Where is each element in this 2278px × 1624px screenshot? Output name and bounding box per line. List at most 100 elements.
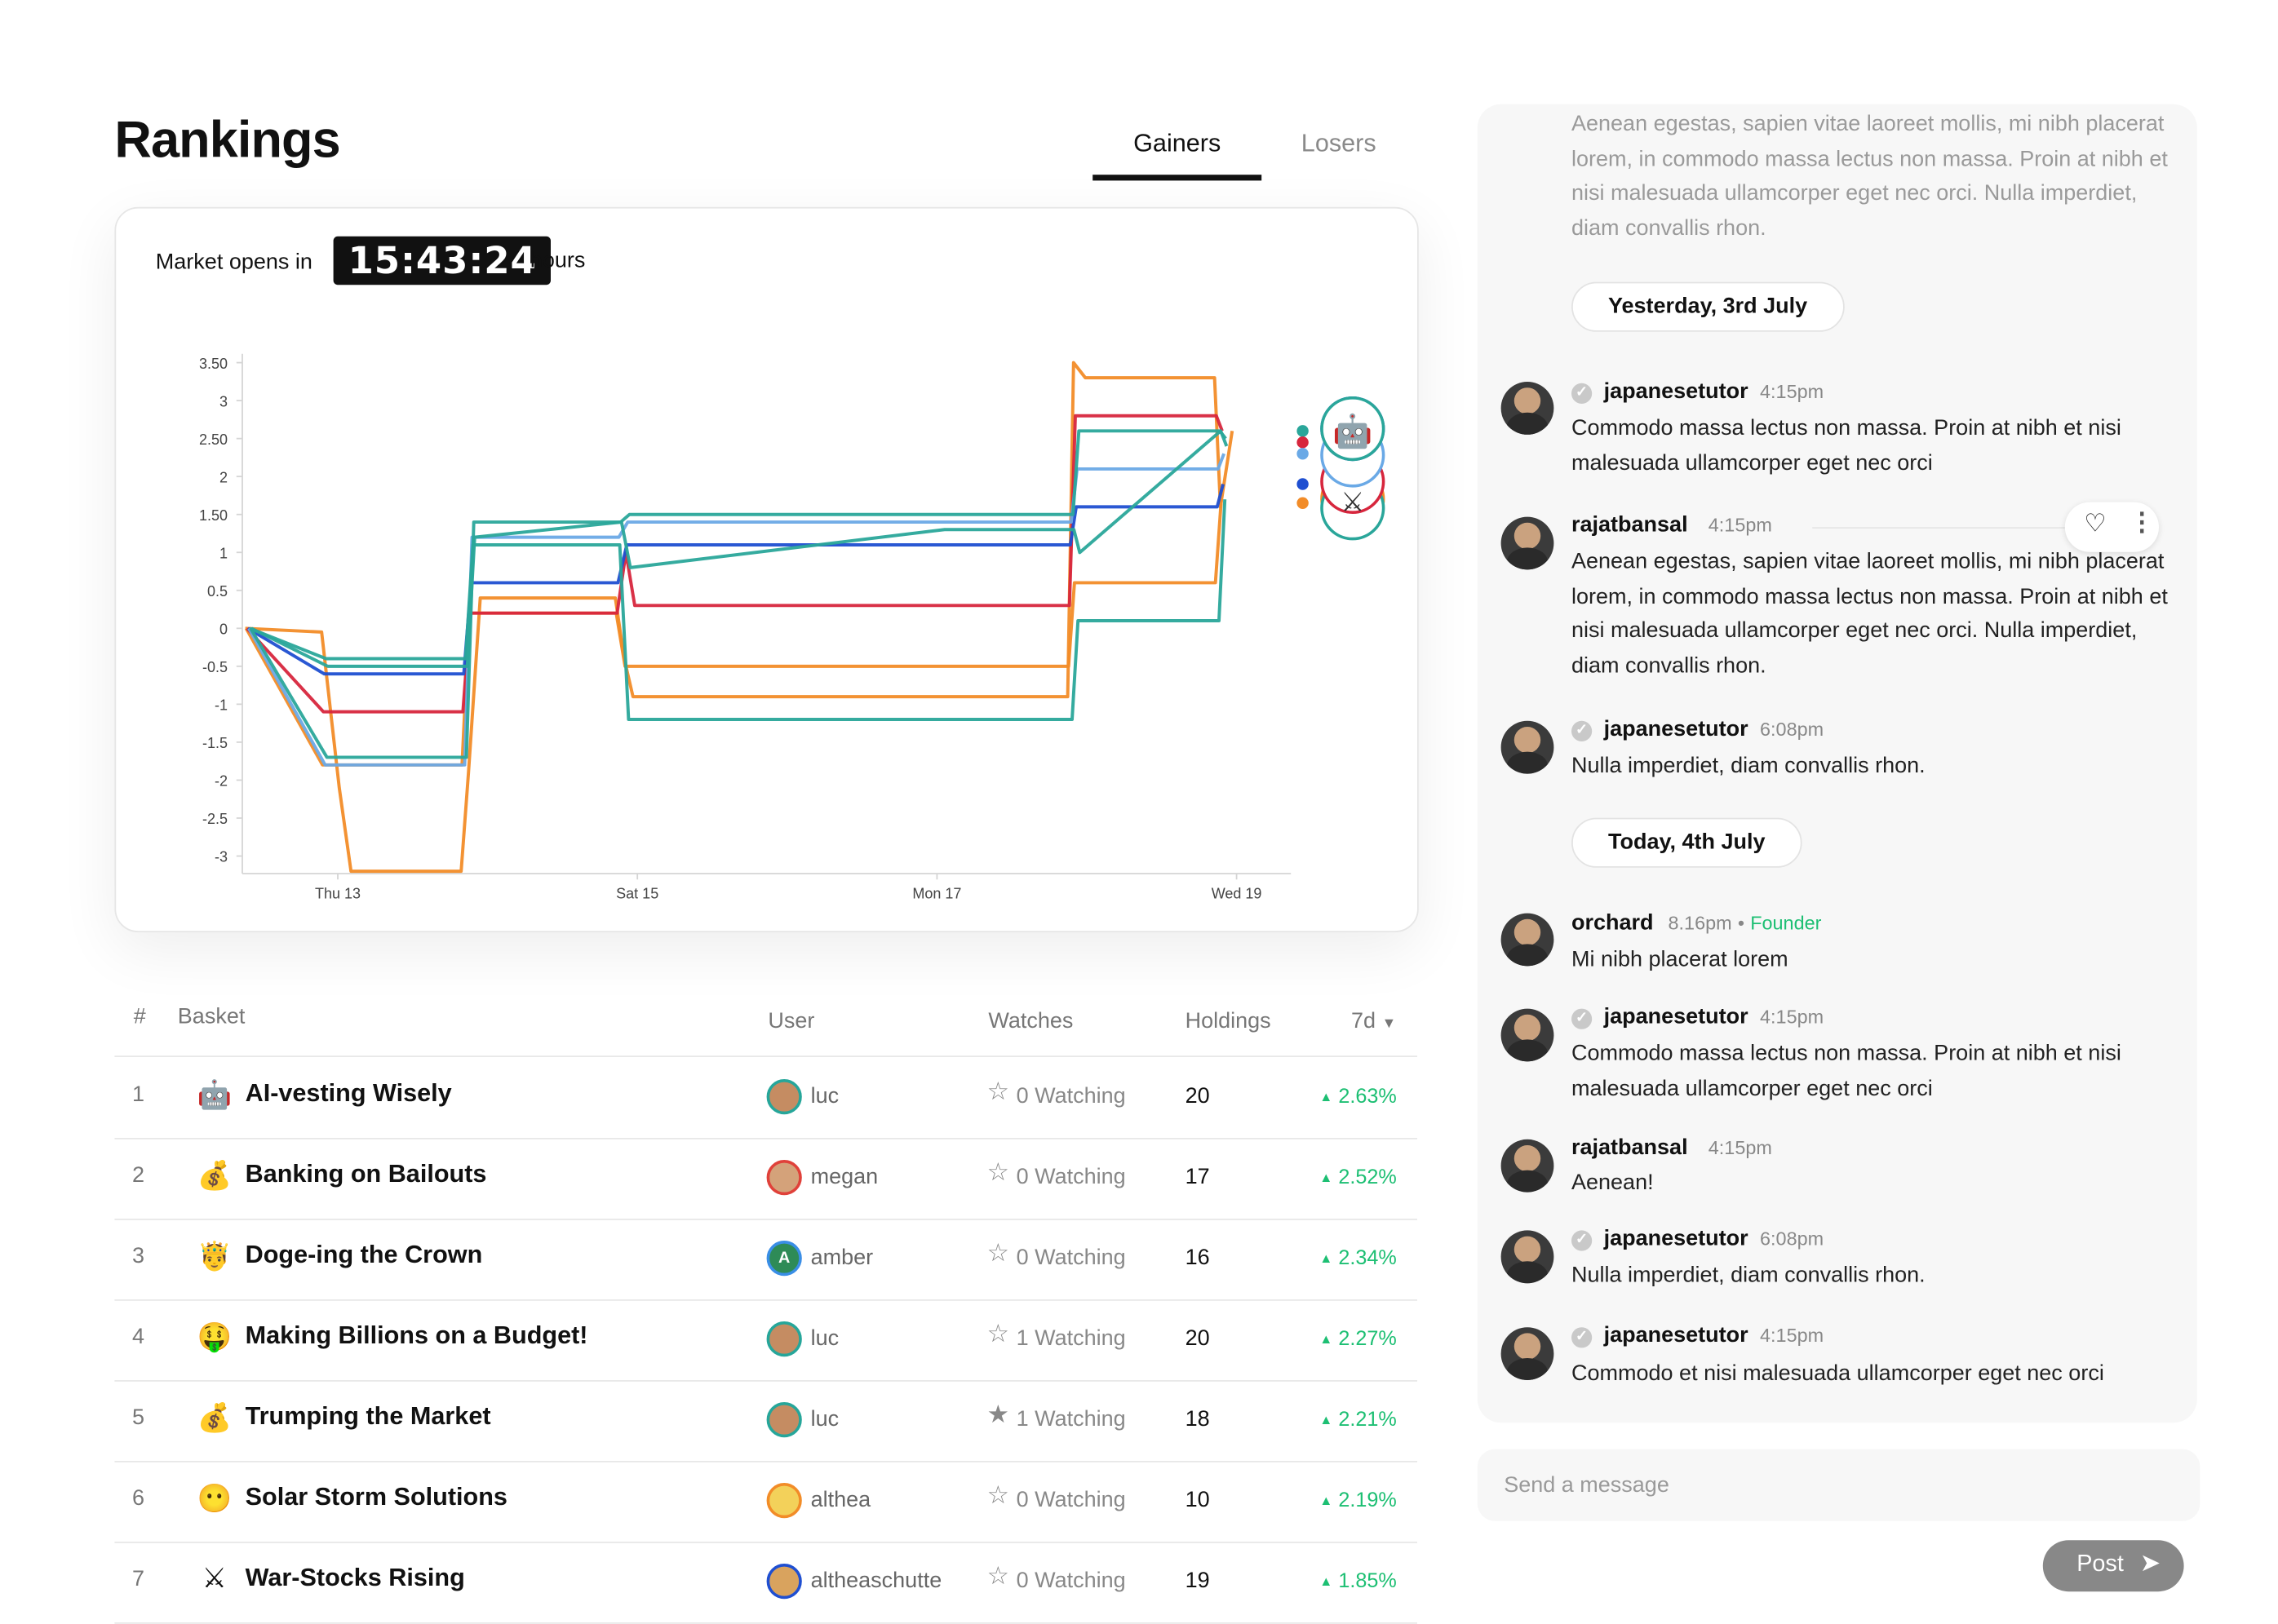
message-actions: ♡ ⋮ <box>2064 502 2159 552</box>
user-avatar[interactable] <box>766 1483 802 1519</box>
table-row[interactable]: 6 😶 Solar Storm Solutions althea ☆ 0 Watching… <box>114 1461 1417 1543</box>
message-composer <box>1477 1449 2200 1521</box>
username[interactable]: rajatbansal <box>1571 512 1688 538</box>
verified-icon: ✓ <box>1571 1008 1593 1029</box>
series-end-dot <box>1296 425 1309 437</box>
holdings-count: 17 <box>1185 1164 1210 1189</box>
star-outline-icon[interactable]: ☆ <box>986 1158 1010 1187</box>
avatar[interactable] <box>1500 913 1554 967</box>
user-avatar[interactable] <box>766 1564 802 1600</box>
star-outline-icon[interactable]: ☆ <box>986 1078 1010 1106</box>
user-avatar[interactable] <box>766 1321 802 1357</box>
star-outline-icon[interactable]: ☆ <box>986 1481 1010 1510</box>
username[interactable]: japanesetutor <box>1603 1004 1748 1029</box>
basket-name[interactable]: War-Stocks Rising <box>245 1564 465 1592</box>
user-name[interactable]: megan <box>810 1164 879 1189</box>
change-value: 1.85% <box>1338 1568 1397 1592</box>
username[interactable]: orchard <box>1571 910 1654 936</box>
user-avatar[interactable] <box>766 1079 802 1115</box>
user-name[interactable]: luc <box>810 1406 840 1432</box>
table-row[interactable]: 7 ⚔ War-Stocks Rising altheaschutte ☆ 0 Watch… <box>114 1542 1417 1624</box>
tab-losers[interactable]: Losers <box>1301 129 1376 157</box>
col-holdings-header[interactable]: Holdings <box>1185 1008 1271 1034</box>
avatar-letter <box>769 1567 799 1596</box>
basket-name[interactable]: Trumping the Market <box>245 1402 491 1431</box>
basket-emoji-icon: 💰 <box>197 1161 233 1193</box>
basket-emoji-icon: 💰 <box>197 1403 233 1435</box>
col-user-header[interactable]: User <box>768 1008 815 1034</box>
watch-count: 0 Watching <box>1016 1164 1126 1189</box>
user-avatar[interactable] <box>766 1402 802 1438</box>
avatar[interactable] <box>1500 720 1554 774</box>
watch-count: 0 Watching <box>1016 1083 1126 1108</box>
holdings-count: 16 <box>1185 1245 1210 1270</box>
table-row[interactable]: 4 🤑 Making Billions on a Budget! luc ☆ 1 Watc… <box>114 1299 1417 1382</box>
watch-count: 1 Watching <box>1016 1406 1126 1432</box>
user-avatar[interactable] <box>766 1160 802 1196</box>
y-tick-label: -3 <box>215 849 228 865</box>
holdings-count: 20 <box>1185 1083 1210 1108</box>
avatar[interactable] <box>1500 1327 1554 1380</box>
basket-name[interactable]: Banking on Bailouts <box>245 1160 487 1188</box>
verified-icon: ✓ <box>1571 383 1593 404</box>
username[interactable]: japanesetutor <box>1603 716 1748 741</box>
username[interactable]: japanesetutor <box>1603 378 1748 404</box>
basket-emoji-icon: 🤴 <box>197 1241 233 1273</box>
col-basket-header[interactable]: Basket <box>177 1004 246 1029</box>
post-label: Post <box>2076 1551 2124 1578</box>
user-name[interactable]: altheaschutte <box>810 1568 942 1593</box>
username[interactable]: rajatbansal <box>1571 1135 1688 1160</box>
change-percent: ▲ 1.85% <box>1319 1568 1397 1591</box>
verified-icon: ✓ <box>1571 1327 1593 1348</box>
basket-name[interactable]: Solar Storm Solutions <box>245 1483 507 1511</box>
market-opens-label: Market opens in <box>155 250 312 275</box>
star-outline-icon[interactable]: ☆ <box>986 1320 1010 1348</box>
star-filled-icon[interactable]: ★ <box>986 1401 1010 1429</box>
x-tick-label: Mon 17 <box>912 886 961 902</box>
message-text: Aenean egestas, sapien vitae laoreet mol… <box>1571 111 2168 241</box>
more-icon[interactable]: ⋮ <box>2130 507 2155 536</box>
tab-gainers[interactable]: Gainers <box>1133 129 1221 157</box>
user-name[interactable]: luc <box>810 1083 840 1108</box>
col-period-header[interactable]: 7d ▼ <box>1351 991 1396 1061</box>
change-percent: ▲ 2.19% <box>1319 1487 1397 1511</box>
date-separator: Today, 4th July <box>1571 817 1802 868</box>
avatar[interactable] <box>1500 516 1554 570</box>
table-row[interactable]: 5 💰 Trumping the Market luc ★ 1 Watching 18 ▲ 2… <box>114 1380 1417 1462</box>
verified-icon: ✓ <box>1571 1230 1593 1251</box>
user-name[interactable]: amber <box>810 1245 874 1270</box>
username[interactable]: japanesetutor <box>1603 1322 1748 1348</box>
avatar-letter <box>769 1405 799 1435</box>
timestamp: 6:08pm <box>1760 718 1824 741</box>
avatar-letter <box>769 1163 799 1193</box>
basket-name[interactable]: Making Billions on a Budget! <box>245 1321 588 1350</box>
table-row[interactable]: 2 💰 Banking on Bailouts megan ☆ 0 Watching 17 ▲… <box>114 1138 1417 1220</box>
star-outline-icon[interactable]: ☆ <box>986 1239 1010 1268</box>
avatar[interactable] <box>1500 382 1554 435</box>
x-tick-label: Sat 15 <box>616 886 658 902</box>
post-button[interactable]: Post ➤ <box>2042 1540 2184 1592</box>
verified-icon: ✓ <box>1571 720 1593 741</box>
heart-icon[interactable]: ♡ <box>2084 509 2107 538</box>
message-text: Mi nibh placerat lorem <box>1571 947 1788 972</box>
avatar[interactable] <box>1500 1139 1554 1193</box>
message-text: Nulla imperdiet, diam convallis rhon. <box>1571 753 1926 778</box>
username[interactable]: japanesetutor <box>1603 1226 1748 1251</box>
col-watches-header[interactable]: Watches <box>988 1008 1074 1034</box>
table-row[interactable]: 1 🤖 AI-vesting Wisely luc ☆ 0 Watching 20 ▲ 2.6… <box>114 1057 1417 1139</box>
avatar[interactable] <box>1500 1230 1554 1284</box>
star-outline-icon[interactable]: ☆ <box>986 1562 1010 1591</box>
user-name[interactable]: althea <box>810 1487 871 1512</box>
basket-name[interactable]: AI-vesting Wisely <box>245 1079 452 1108</box>
message-header: ✓ japanesetutor 6:08pm <box>1571 716 1824 741</box>
avatar[interactable] <box>1500 1008 1554 1062</box>
message-header: ✓ japanesetutor 4:15pm <box>1571 378 1824 404</box>
change-percent: ▲ 2.27% <box>1319 1325 1397 1349</box>
user-name[interactable]: luc <box>810 1325 840 1351</box>
basket-name[interactable]: Doge-ing the Crown <box>245 1241 483 1269</box>
message-input[interactable] <box>1477 1449 2200 1521</box>
basket-emoji-icon: 🤖 <box>197 1080 233 1112</box>
user-avatar[interactable]: A <box>766 1241 802 1277</box>
rank-number: 2 <box>132 1162 145 1188</box>
